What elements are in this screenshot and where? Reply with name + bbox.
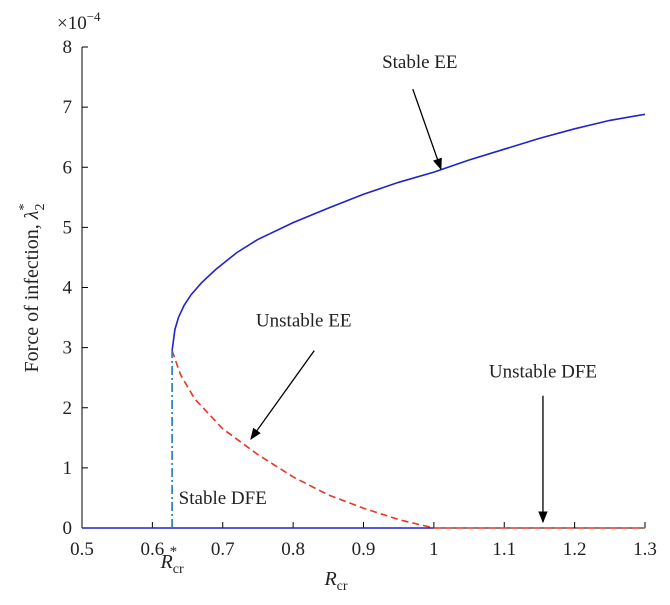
x-axis-label: Rcr xyxy=(323,568,347,594)
y-tick-label: 2 xyxy=(63,398,73,419)
x-tick-label: 1 xyxy=(429,539,439,560)
annotation-unstable-dfe-label: Unstable DFE xyxy=(489,362,597,383)
y-tick-label: 8 xyxy=(63,37,73,58)
y-tick-label: 7 xyxy=(63,97,73,118)
x-tick-labels: 0.5 0.6 0.7 0.8 0.9 1 1.1 1.2 1.3 xyxy=(70,539,657,560)
y-tick-label: 6 xyxy=(63,157,73,178)
y-tick-label: 3 xyxy=(63,338,73,359)
annotation-unstable-ee-arrow xyxy=(250,350,315,440)
x-tick-label: 0.6 xyxy=(141,539,165,560)
y-tick-label: 5 xyxy=(63,217,73,238)
y-tick-label: 4 xyxy=(63,278,73,299)
annotation-stable-ee-arrow xyxy=(412,88,442,171)
x-tick-label: 0.9 xyxy=(352,539,376,560)
x-tick-label: 0.5 xyxy=(70,539,94,560)
annotation-layer: Stable EE Unstable EE Unstable DFE Stable D… xyxy=(179,52,597,524)
x-tick-label: 1.2 xyxy=(563,539,587,560)
annotation-unstable-ee-label: Unstable EE xyxy=(256,311,352,332)
x-tick-label: 1.3 xyxy=(633,539,657,560)
annotation-stable-ee-label: Stable EE xyxy=(382,52,457,73)
series-layer xyxy=(82,113,646,529)
series-stable-ee xyxy=(171,113,646,351)
y-axis-label: Force of infection, λ2* xyxy=(17,204,48,373)
series-unstable-ee xyxy=(171,350,435,529)
annotation-stable-dfe-label: Stable DFE xyxy=(179,488,267,509)
y-multiplier: ×10−4 xyxy=(57,9,101,34)
x-tick-label: 1.1 xyxy=(492,539,516,560)
tick-marks xyxy=(81,46,646,529)
y-tick-labels: 0 1 2 3 4 5 6 7 8 xyxy=(63,37,73,539)
y-tick-label: 0 xyxy=(63,518,73,539)
x-tick-label: 0.8 xyxy=(281,539,305,560)
x-tick-label: 0.7 xyxy=(211,539,235,560)
y-tick-label: 1 xyxy=(63,458,73,479)
threshold-label: Rcr* xyxy=(160,544,184,577)
